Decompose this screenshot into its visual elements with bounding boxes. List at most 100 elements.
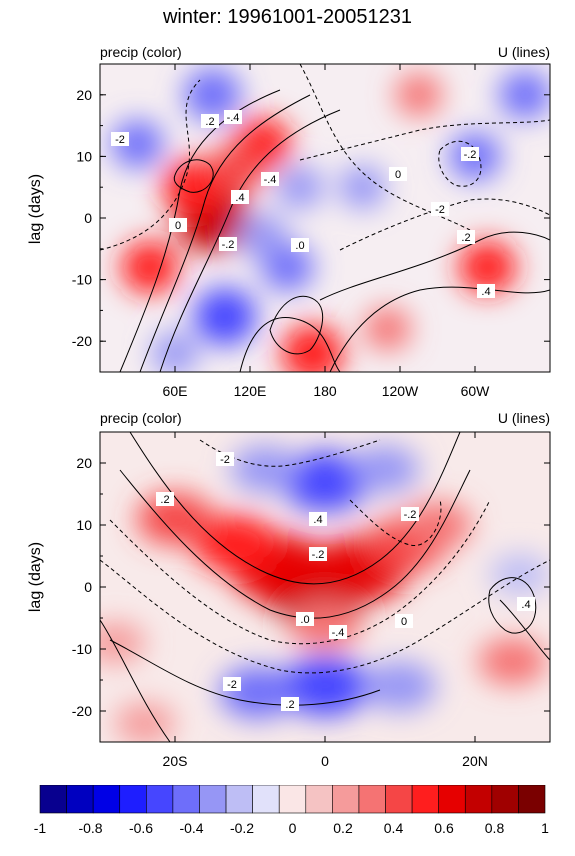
contour-label: -.4 [224,110,242,124]
y-tick-label: 0 [84,210,92,226]
contour-label: -2 [216,452,234,466]
contour-label: 0 [169,218,187,232]
contour-line [269,295,324,355]
y-tick-label: 10 [76,517,92,533]
contour-label: -.2 [461,147,479,161]
heatmap-cell [281,324,344,372]
svg-text:.2: .2 [285,699,294,711]
colorbar-swatch [464,785,493,814]
contour-label: -2 [223,677,241,691]
svg-text:.4: .4 [235,192,244,204]
contour-label: .0 [291,238,309,252]
panel1-heatmap: -2 .2 .4 0 -.2 -.4 .0 -2 .2 .4 0 -.2 -.4 20 10 0 -10 -20 6… [72,63,551,399]
svg-text:.2: .2 [461,232,470,244]
svg-text:0: 0 [395,169,401,181]
heatmap-cell [395,73,443,117]
colorbar-tick-label: 0.2 [333,820,353,836]
figure-title: winter: 19961001-20051231 [162,6,413,28]
colorbar-swatch [199,785,227,814]
heatmap-cell [281,451,369,512]
contour-line [239,316,341,372]
x-tick-label: 20N [462,753,488,769]
svg-text:-.2: -.2 [222,239,235,251]
colorbar-tick-label: -0.6 [129,820,153,836]
heatmap-cell [193,515,277,573]
colorbar-tick-label: 0.4 [384,820,404,836]
colorbar-tick-label: -1 [34,820,47,836]
contour-label: -.4 [329,625,347,639]
panel1-right-label: U (lines) [497,44,550,60]
panel2-left-label: precip (color) [100,410,182,426]
x-tick-label: 0 [321,753,329,769]
colorbar-tick-label: -0.2 [230,820,254,836]
y-tick-label: -20 [72,703,92,719]
svg-text:-.2: -.2 [404,509,417,521]
y-tick-label: 20 [76,87,92,103]
y-tick-label: -10 [72,641,92,657]
colorbar-swatch [518,785,546,814]
heatmap-cell [478,638,547,685]
svg-text:0: 0 [175,220,181,232]
x-tick-label: 180 [313,383,337,399]
contour-line [319,231,550,301]
heatmap-cell [210,143,265,194]
colorbar-swatch [358,785,386,814]
svg-text:.0: .0 [295,240,304,252]
panel2-contours [100,432,550,742]
svg-text:-.4: -.4 [332,627,345,639]
heatmap-cell [276,165,324,209]
contour-line [100,619,171,742]
svg-text:-.4: -.4 [264,174,277,186]
y-tick-label: 20 [76,455,92,471]
y-tick-label: 0 [84,579,92,595]
y-tick-label: -10 [72,272,92,288]
heatmap-cell [339,165,386,209]
colorbar-tick-label: 0 [289,820,297,836]
contour-line [129,432,461,585]
colorbar: -1 -0.8 -0.6 -0.4 -0.2 0 0.2 0.4 0.6 0.8 1 [34,785,549,836]
svg-text:-2: -2 [220,454,230,466]
x-tick-label: 20S [163,753,188,769]
contour-line [119,469,471,619]
svg-text:-2: -2 [115,134,125,146]
svg-text:.4: .4 [521,599,530,611]
contour-line [339,198,550,251]
colorbar-swatch [411,785,439,814]
svg-text:.2: .2 [160,494,169,506]
contour-label: .2 [201,114,219,128]
y-tick-label: -20 [72,333,92,349]
colorbar-swatch [305,785,333,814]
svg-text:.4: .4 [313,514,322,526]
contour-label: -.2 [401,507,419,521]
colorbar-swatch [278,785,307,814]
svg-text:-2: -2 [227,679,237,691]
svg-text:-.2: -.2 [312,549,325,561]
heatmap-cell [281,656,369,717]
svg-text:-2: -2 [435,204,445,216]
contour-label: .2 [457,230,475,244]
contour-line [488,577,537,634]
colorbar-tick-label: 1 [541,820,549,836]
colorbar-swatch [491,785,519,814]
colorbar-swatch [92,785,121,814]
x-tick-label: 60W [461,383,491,399]
heatmap-background [100,64,550,372]
heatmap-cell [363,661,437,711]
colorbar-tick-label: -0.8 [78,820,102,836]
contour-label: -2 [431,202,449,216]
panel1-left-label: precip (color) [100,44,182,60]
svg-text:.4: .4 [481,286,490,298]
contour-label: 0 [395,614,413,628]
colorbar-swatch [225,785,253,814]
contour-label: .4 [517,597,535,611]
heatmap-cell [137,492,213,545]
svg-text:-.2: -.2 [464,149,477,161]
contour-line [109,639,381,706]
x-tick-label: 60E [163,383,188,399]
colorbar-tick-label: -0.4 [179,820,203,836]
contour-label: .4 [231,190,249,204]
contour-line [139,94,311,372]
heatmap-cell [237,213,288,260]
heatmap-cell [364,307,411,351]
colorbar-swatch [172,785,200,814]
